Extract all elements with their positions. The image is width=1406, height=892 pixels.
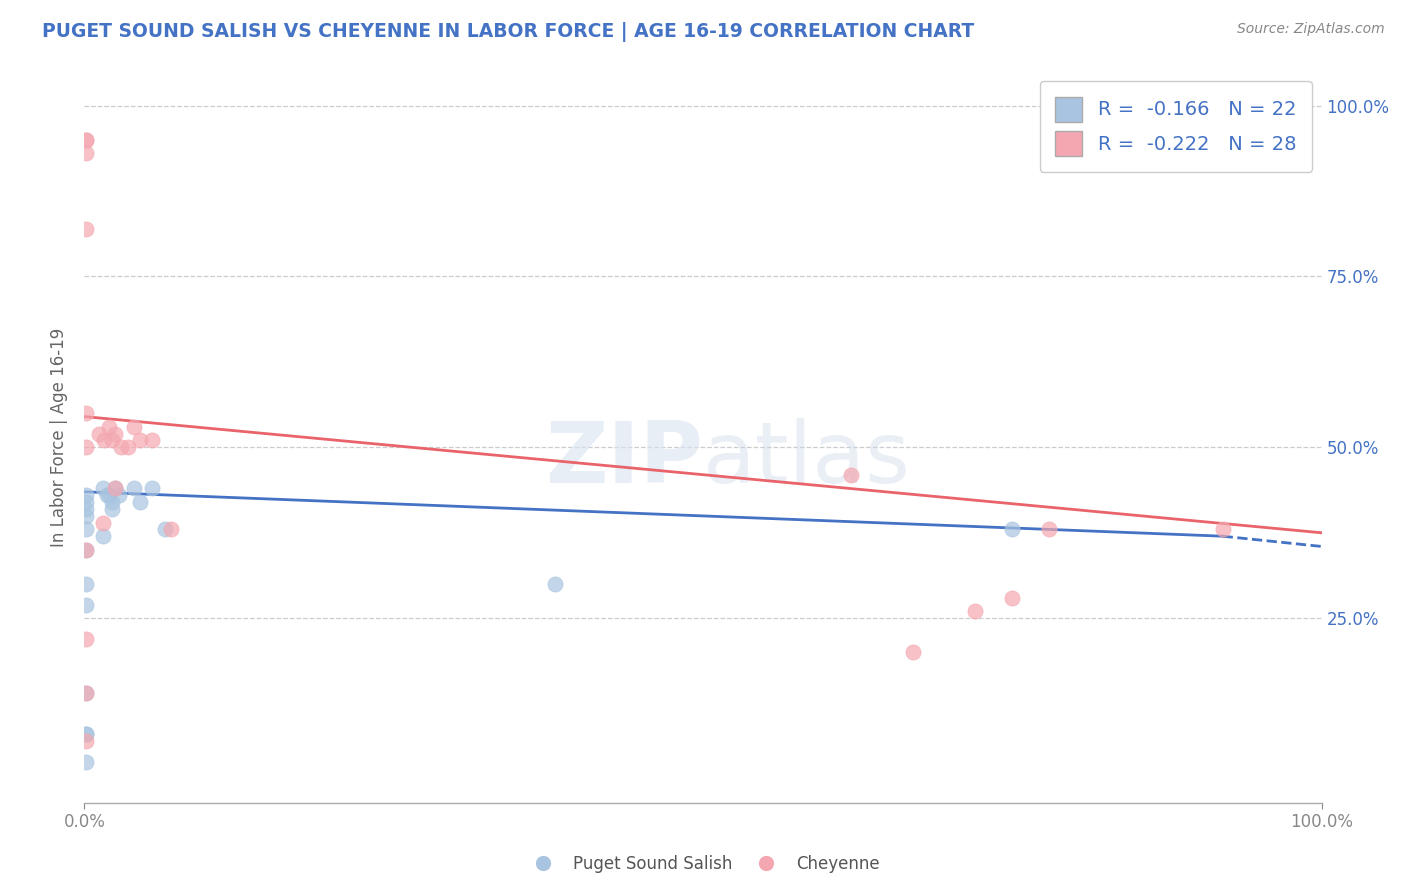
Legend: R =  -0.166   N = 22, R =  -0.222   N = 28: R = -0.166 N = 22, R = -0.222 N = 28 xyxy=(1039,81,1312,172)
Legend: Puget Sound Salish, Cheyenne: Puget Sound Salish, Cheyenne xyxy=(520,848,886,880)
Point xyxy=(1212,522,1234,536)
Point xyxy=(141,434,163,448)
Point xyxy=(108,488,131,502)
Point xyxy=(98,420,121,434)
Point xyxy=(903,645,925,659)
Point xyxy=(841,467,863,482)
Point xyxy=(75,146,97,161)
Point xyxy=(75,440,97,454)
Point xyxy=(129,495,152,509)
Text: PUGET SOUND SALISH VS CHEYENNE IN LABOR FORCE | AGE 16-19 CORRELATION CHART: PUGET SOUND SALISH VS CHEYENNE IN LABOR … xyxy=(42,22,974,42)
Point xyxy=(75,495,97,509)
Point xyxy=(75,488,97,502)
Point xyxy=(122,481,145,495)
Point xyxy=(75,542,97,557)
Point xyxy=(75,133,97,147)
Point xyxy=(75,221,97,235)
Point xyxy=(100,501,122,516)
Point xyxy=(117,440,139,454)
Point xyxy=(104,426,127,441)
Point xyxy=(75,727,97,741)
Point xyxy=(75,686,97,700)
Point xyxy=(100,495,122,509)
Point xyxy=(75,598,97,612)
Point xyxy=(89,426,111,441)
Point xyxy=(93,434,115,448)
Point xyxy=(141,481,163,495)
Point xyxy=(98,488,121,502)
Point xyxy=(75,501,97,516)
Point xyxy=(104,481,127,495)
Point xyxy=(75,406,97,420)
Point xyxy=(75,522,97,536)
Point xyxy=(1001,522,1024,536)
Point xyxy=(104,481,127,495)
Point xyxy=(91,516,114,530)
Point xyxy=(91,529,114,543)
Point xyxy=(129,434,152,448)
Point xyxy=(75,734,97,748)
Point xyxy=(75,632,97,646)
Point xyxy=(75,686,97,700)
Point xyxy=(75,755,97,769)
Point xyxy=(75,133,97,147)
Point xyxy=(75,577,97,591)
Point xyxy=(75,508,97,523)
Point xyxy=(153,522,176,536)
Point xyxy=(160,522,183,536)
Point xyxy=(543,577,565,591)
Point xyxy=(96,488,118,502)
Point xyxy=(110,440,132,454)
Point xyxy=(75,542,97,557)
Point xyxy=(1038,522,1060,536)
Text: ZIP: ZIP xyxy=(546,417,703,500)
Point xyxy=(1001,591,1024,605)
Text: Source: ZipAtlas.com: Source: ZipAtlas.com xyxy=(1237,22,1385,37)
Y-axis label: In Labor Force | Age 16-19: In Labor Force | Age 16-19 xyxy=(51,327,69,547)
Point xyxy=(100,434,122,448)
Point xyxy=(91,481,114,495)
Point xyxy=(122,420,145,434)
Point xyxy=(965,604,987,618)
Point xyxy=(75,727,97,741)
Text: atlas: atlas xyxy=(703,417,911,500)
